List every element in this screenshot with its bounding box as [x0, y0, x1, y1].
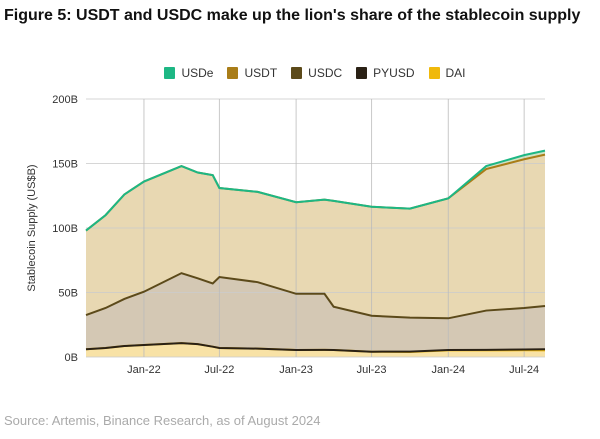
chart-title: Figure 5: USDT and USDC make up the lion…	[4, 7, 581, 24]
legend-item-dai: DAI	[428, 66, 466, 80]
legend-label: USDT	[244, 66, 278, 80]
legend-swatch	[164, 67, 176, 79]
legend-swatch	[428, 67, 440, 79]
legend-item-pyusd: PYUSD	[356, 66, 415, 80]
legend-label: USDC	[308, 66, 343, 80]
legend-label: USDe	[181, 66, 214, 80]
line-pyusd	[85, 342, 546, 353]
y-axis-label: Stablecoin Supply (US$B)	[26, 164, 38, 291]
source-note: Source: Artemis, Binance Research, as of…	[4, 413, 321, 428]
legend-item-usdc: USDC	[291, 66, 342, 80]
x-tick-label: Jan-24	[431, 364, 465, 376]
area-usdt	[86, 154, 545, 319]
x-tick-label: Jul-23	[357, 364, 387, 376]
x-tick-label: Jul-22	[204, 364, 234, 376]
legend: USDe USDT USDC PYUSD DAI	[0, 66, 600, 80]
legend-swatch	[291, 67, 303, 79]
y-tick-label: 150B	[52, 159, 78, 171]
y-tick-label: 50B	[58, 288, 78, 300]
x-tick-label: Jan-23	[279, 364, 313, 376]
x-tick-label: Jul-24	[509, 364, 539, 376]
legend-swatch	[356, 67, 368, 79]
y-tick-label: 100B	[52, 223, 78, 235]
line-usdc	[85, 272, 546, 320]
line-usde	[85, 149, 546, 232]
y-tick-label: 200B	[52, 94, 78, 106]
x-tick-label: Jan-22	[127, 364, 161, 376]
y-tick-label: 0B	[65, 352, 78, 364]
legend-swatch	[227, 67, 239, 79]
legend-item-usdt: USDT	[227, 66, 277, 80]
legend-label: PYUSD	[373, 66, 415, 80]
legend-label: DAI	[445, 66, 466, 80]
legend-item-usde: USDe	[164, 66, 213, 80]
